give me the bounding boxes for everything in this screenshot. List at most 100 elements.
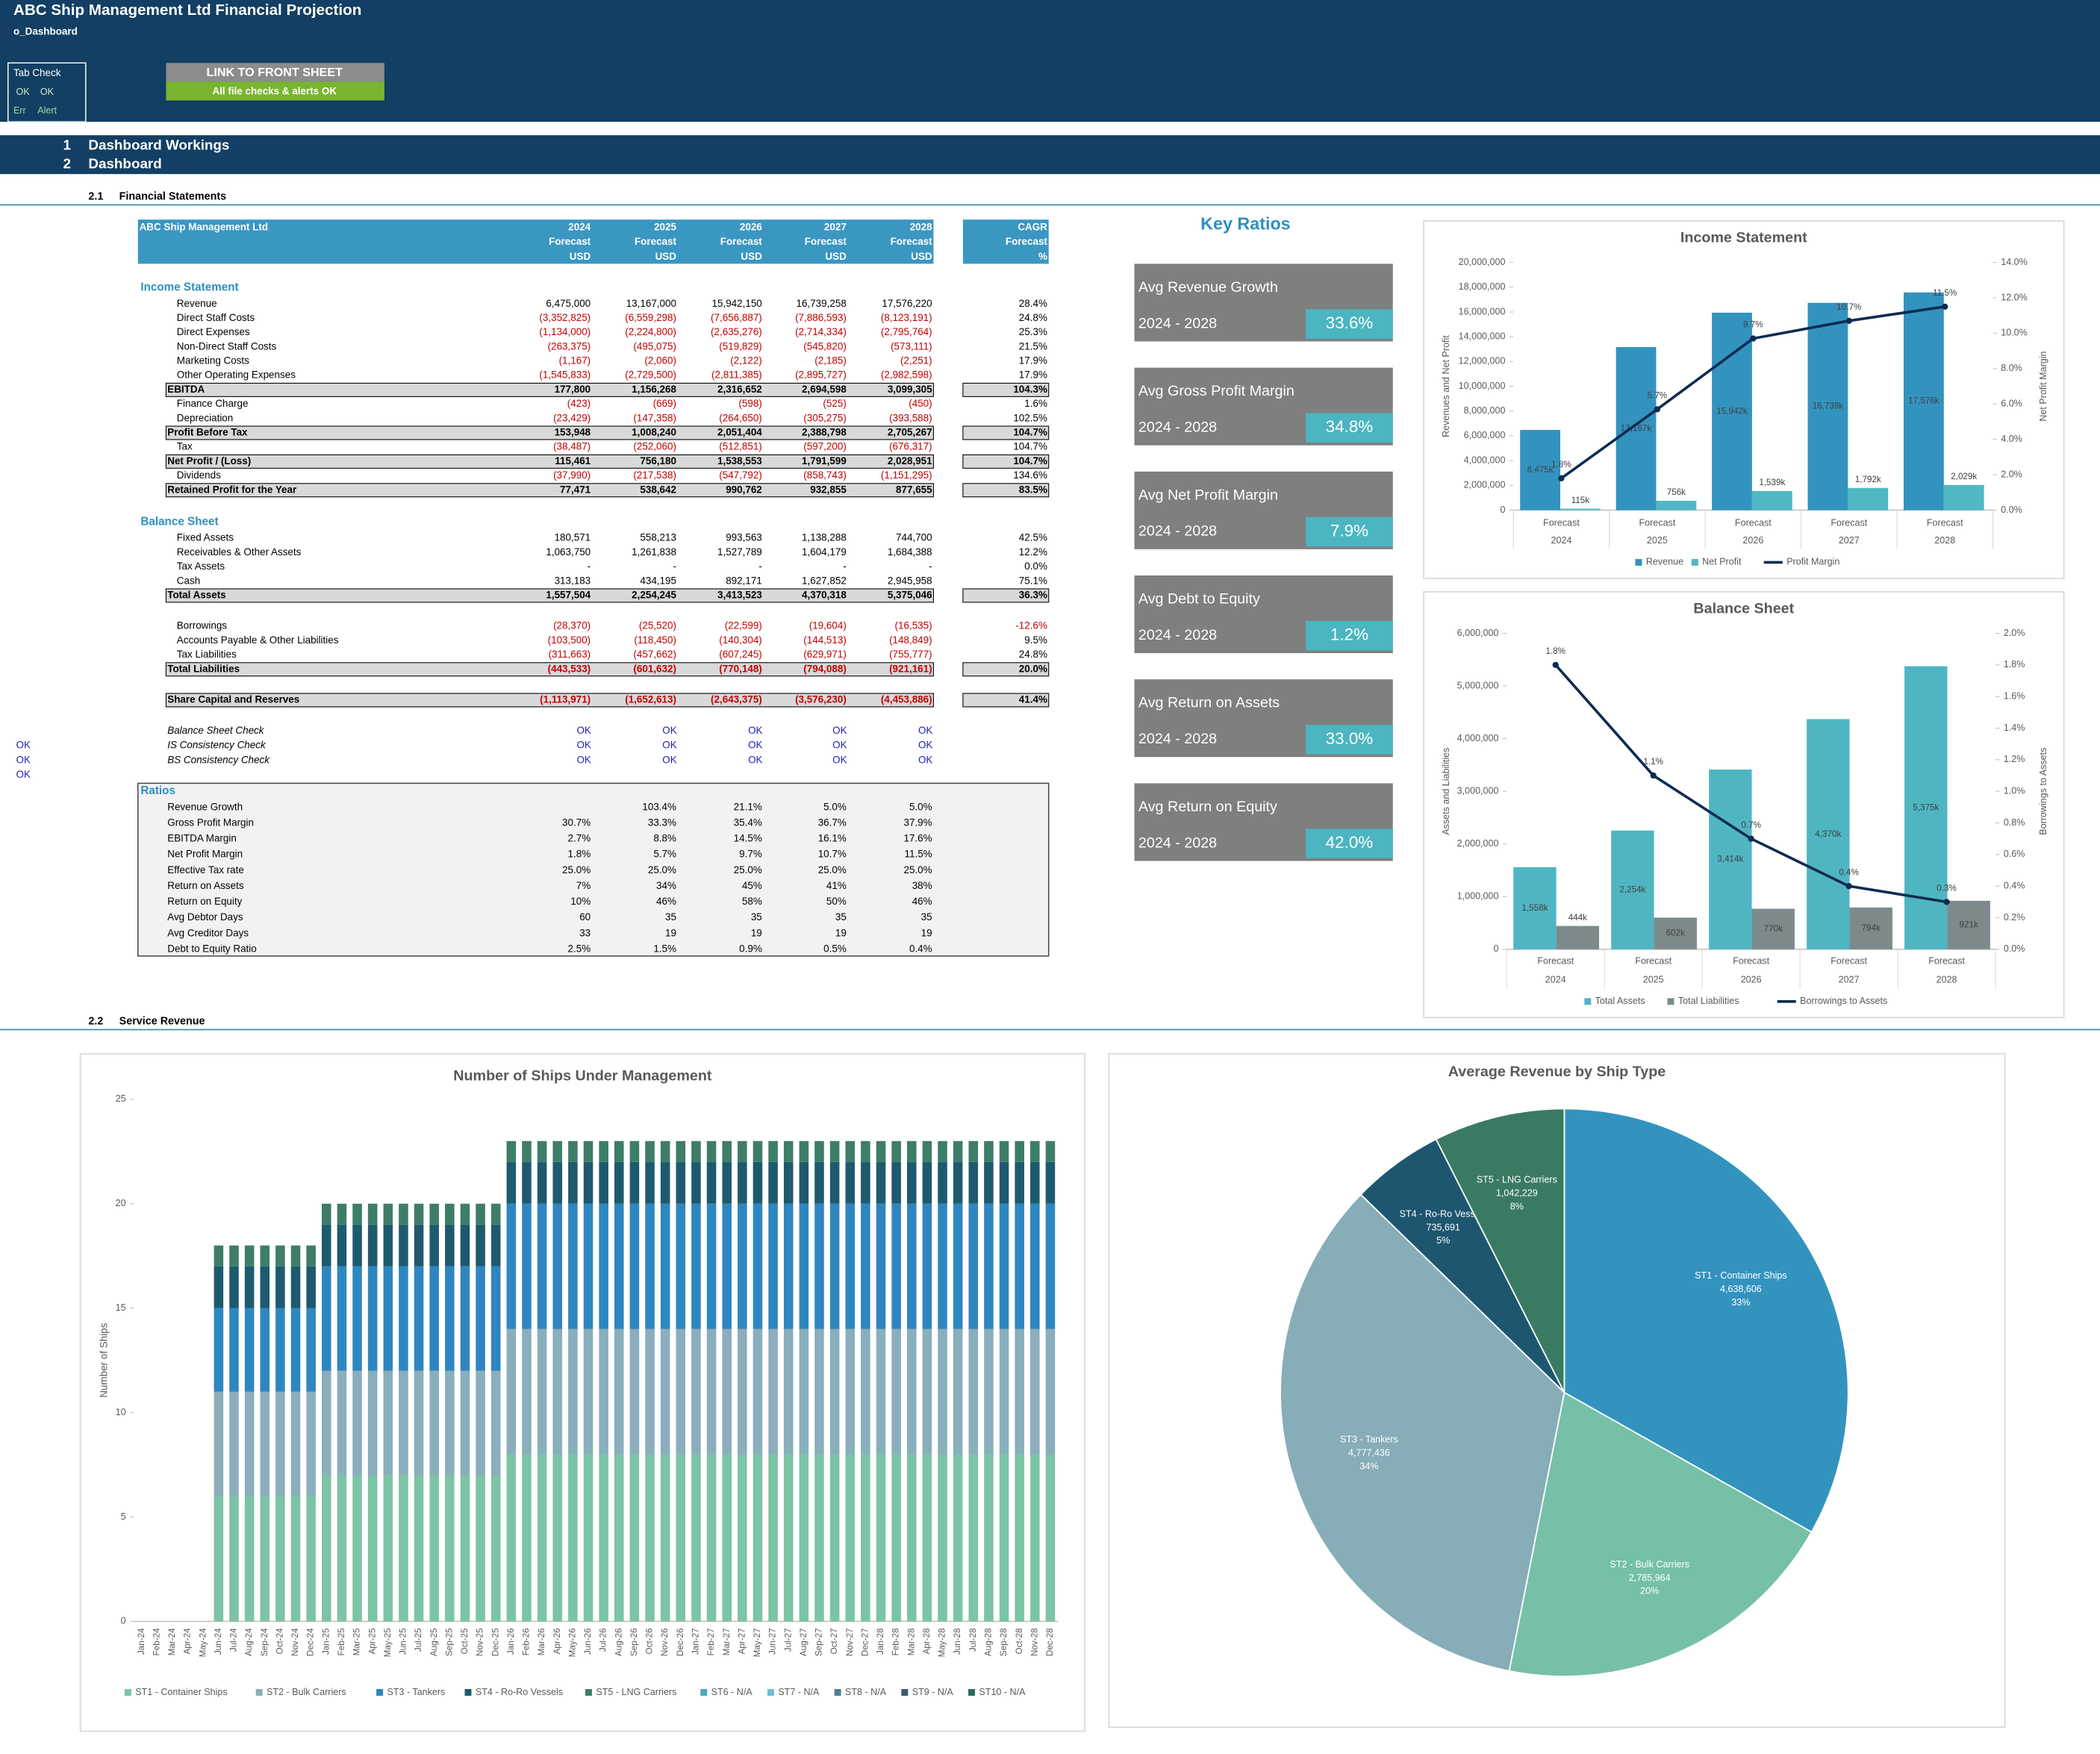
ratio-card-value: 33.0% (1326, 729, 1374, 748)
tick-label: 2,000,000 (1464, 480, 1506, 490)
bar-segment (738, 1329, 747, 1455)
line-marker (1943, 899, 1950, 905)
total-row (962, 425, 1050, 440)
ratios-title: Ratios (140, 784, 175, 797)
ratio-card-label: Avg Return on Assets (1138, 695, 1280, 711)
bar-segment (399, 1370, 408, 1476)
legend-swatch (700, 1688, 708, 1696)
legend-swatch (1667, 998, 1674, 1005)
x-tick-label: Jun-28 (953, 1628, 962, 1655)
bar-segment (845, 1329, 856, 1455)
check-value: OK (832, 754, 847, 765)
bar-segment (691, 1161, 701, 1204)
cell: 993,563 (726, 532, 762, 543)
legend-label: ST2 - Bulk Carriers (267, 1687, 346, 1697)
bar-segment (290, 1266, 301, 1308)
bar-segment (799, 1161, 809, 1204)
cell: (601,632) (633, 663, 676, 674)
cell: (676,317) (889, 441, 932, 452)
tick-label: 25 (116, 1093, 126, 1104)
cell: 3,413,523 (717, 589, 762, 600)
slice-percent: 33% (1731, 1297, 1750, 1308)
bar-segment (614, 1203, 624, 1329)
legend-swatch (767, 1688, 774, 1696)
bar (1903, 292, 1944, 511)
bar-segment (629, 1454, 640, 1622)
bar (1807, 719, 1850, 949)
tab-check-err: Err (13, 105, 26, 116)
bar (1656, 500, 1697, 511)
cell: (1,134,000) (539, 326, 591, 337)
data-label: 17,576k (1908, 396, 1939, 406)
y2-axis-label: Borrowings to Assets (2038, 748, 2048, 835)
ratio-card-label: Avg Revenue Growth (1138, 279, 1278, 296)
x-tick-label: Feb-25 (337, 1628, 346, 1655)
bar-segment (922, 1140, 932, 1162)
bar (1947, 900, 1990, 949)
chart-title: Balance Sheet (1693, 600, 1794, 617)
link-button-label[interactable]: LINK TO FRONT SHEET (207, 66, 343, 79)
bar (1520, 430, 1561, 511)
bar-segment (506, 1161, 517, 1204)
tick-label: 5,000,000 (1457, 680, 1499, 690)
slice-percent: 34% (1359, 1461, 1378, 1471)
total-row (165, 693, 934, 708)
bar-segment (306, 1391, 316, 1496)
ratio-value: 35.4% (734, 817, 762, 828)
data-label: 444k (1568, 913, 1587, 923)
x-tick-label: Feb-24 (152, 1628, 161, 1655)
x-tick-label: Nov-28 (1029, 1628, 1039, 1656)
ratio-value: 45% (742, 880, 762, 891)
ratio-value: 35 (665, 911, 676, 923)
cell: (311,663) (549, 649, 591, 660)
check-value: OK (918, 725, 932, 736)
ratio-card-period: 2024 - 2028 (1138, 627, 1217, 643)
section-number: 1 (63, 137, 70, 153)
cell: 434,195 (640, 575, 676, 586)
bar-segment (845, 1161, 856, 1204)
tick-label: 6,000,000 (1457, 628, 1499, 638)
bar-segment (337, 1370, 347, 1476)
bar-segment (352, 1370, 362, 1476)
ratio-value: 8.8% (653, 833, 676, 844)
bar-segment (275, 1391, 285, 1496)
bar-segment (1030, 1203, 1040, 1329)
bar-segment (906, 1203, 917, 1329)
slice-value: 1,042,229 (1496, 1188, 1538, 1199)
cell: 1,538,553 (717, 455, 762, 466)
bar-segment (753, 1140, 763, 1162)
row-label: Receivables & Other Assets (177, 546, 302, 558)
bar-segment (1015, 1454, 1024, 1622)
x-tick-label: Dec-27 (860, 1628, 870, 1656)
bar-segment (429, 1224, 439, 1267)
tick-label: 2,000,000 (1457, 838, 1499, 849)
y-axis-label: Assets and Liabilities (1441, 748, 1451, 835)
legend-label: ST1 - Container Ships (135, 1687, 227, 1697)
column-header: 2027 (824, 222, 847, 233)
ratio-card-value: 1.2% (1330, 625, 1368, 644)
x-tick-label: Jun-24 (214, 1628, 223, 1655)
line-marker (1748, 835, 1754, 842)
bar-segment (722, 1140, 732, 1162)
bar-segment (706, 1203, 717, 1329)
ratio-value: 25.0% (734, 864, 762, 876)
ratio-card-period: 2024 - 2028 (1138, 731, 1217, 747)
line-marker (1942, 303, 1948, 310)
legend-swatch (901, 1688, 909, 1696)
bar-segment (260, 1245, 270, 1267)
tick-label: 4.0% (2001, 434, 2022, 444)
ratio-value: 5.7% (653, 849, 676, 860)
slice-label: ST5 - LNG Carriers (1477, 1175, 1557, 1185)
ratio-value: 0.4% (909, 943, 932, 954)
cell: (629,971) (803, 649, 847, 660)
tick-label: 4,000,000 (1457, 733, 1499, 743)
x-tick-label: Aug-26 (614, 1628, 623, 1656)
x-tick-label: Dec-25 (490, 1628, 500, 1656)
cagr-cell: 17.9% (1019, 369, 1047, 381)
tick-label: 6,000,000 (1464, 430, 1506, 440)
row-label: Direct Staff Costs (177, 312, 255, 323)
ratio-card-period: 2024 - 2028 (1138, 419, 1217, 436)
tick-label: 12,000,000 (1459, 356, 1506, 366)
legend-label: Borrowings to Assets (1800, 996, 1887, 1006)
bar-segment (214, 1308, 224, 1392)
